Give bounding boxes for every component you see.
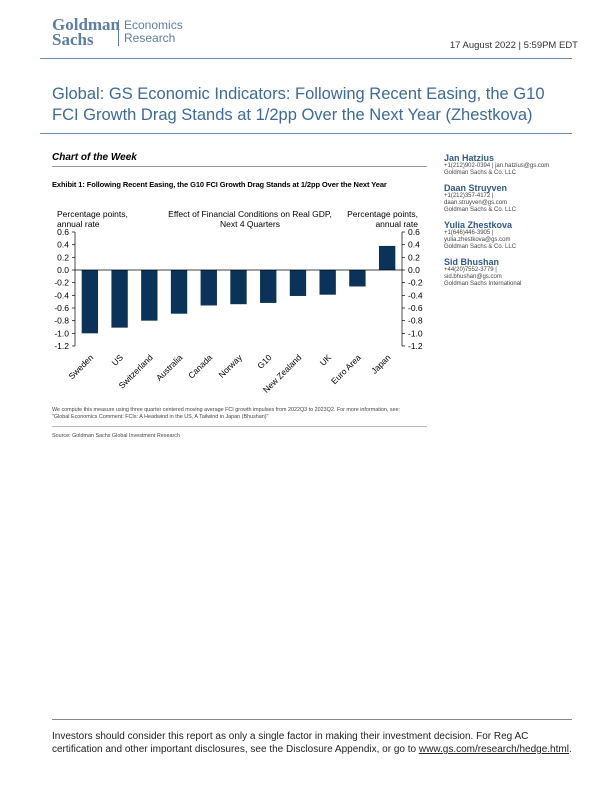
author-contact: Goldman Sachs & Co. LLC xyxy=(444,244,517,250)
right-axis-label-line1: Percentage points, xyxy=(347,209,418,219)
header-divider xyxy=(40,58,572,59)
author-contact: sid.bhushan@gs.com xyxy=(444,274,502,280)
author-name: Jan Hatzius xyxy=(444,153,495,163)
author-1: Daan Struyven +1(212)357-4172 | daan.struy… xyxy=(444,183,604,214)
right-tick-label: -0.8 xyxy=(408,316,423,326)
right-tick-label: -0.2 xyxy=(408,278,423,288)
author-2: Yulia Zhestkova +1(646)446-3905 | yulia.zh… xyxy=(444,220,604,251)
author-contact: +1(646)446-3905 | xyxy=(444,230,494,236)
category-label: UK xyxy=(318,352,334,368)
right-tick-label: 0.0 xyxy=(408,265,420,275)
left-tick-label: 0.6 xyxy=(57,227,69,237)
left-tick-label: -0.8 xyxy=(54,316,69,326)
author-contact: +44(20)7552-3779 | xyxy=(444,267,497,273)
chart-title-line1: Effect of Financial Conditions on Real G… xyxy=(168,209,332,219)
category-label: Australia xyxy=(154,352,185,383)
title-divider xyxy=(40,133,572,134)
author-contact: +1(212)902-0394 | jan.hatzius@gs.com xyxy=(444,163,550,169)
bar-new-zealand xyxy=(289,270,307,296)
bar-switzerland xyxy=(141,270,158,321)
author-contact: daan.struyven@gs.com xyxy=(444,200,508,206)
author-contact: Goldman Sachs & Co. LLC xyxy=(444,170,517,176)
right-tick-label: 0.2 xyxy=(408,252,420,262)
chart-title-line2: Next 4 Quarters xyxy=(220,219,280,229)
right-tick-label: -0.6 xyxy=(408,303,423,313)
gs-logo: Goldman Sachs xyxy=(52,15,121,49)
right-tick-label: -1.0 xyxy=(408,328,423,338)
author-contact: yulia.zhestkova@gs.com xyxy=(444,237,511,243)
author-contact: +1(212)357-4172 | xyxy=(444,193,494,199)
category-label: Euro Area xyxy=(329,352,363,386)
section-heading: Chart of the Week xyxy=(52,152,137,163)
author-contact: Goldman Sachs & Co. LLC xyxy=(444,207,517,213)
footnote: We compute this measure using three quar… xyxy=(52,407,401,420)
bar-euro-area xyxy=(349,270,366,287)
right-tick-label: -1.2 xyxy=(408,341,423,351)
source-note: Source: Goldman Sachs Global Investment … xyxy=(52,433,180,439)
bar-g10 xyxy=(260,270,277,303)
economics-research-label: Economics Research xyxy=(124,18,183,45)
right-tick-label: 0.6 xyxy=(408,227,420,237)
right-axis-label-line2: annual rate xyxy=(375,219,418,229)
left-tick-label: -0.2 xyxy=(54,278,69,288)
author-0: Jan Hatzius +1(212)902-0394 | jan.hatzius… xyxy=(444,153,604,177)
bar-sweden xyxy=(81,270,99,334)
left-tick-label: -1.2 xyxy=(54,341,69,351)
bar-australia xyxy=(170,270,188,314)
left-tick-label: -0.6 xyxy=(54,303,69,313)
disclaimer-divider xyxy=(52,719,572,720)
author-name: Yulia Zhestkova xyxy=(444,220,513,230)
disclosure-link[interactable]: www.gs.com/research/hedge.html xyxy=(418,744,569,755)
author-contact: Goldman Sachs International xyxy=(444,281,522,287)
left-axis-label-line2: annual rate xyxy=(57,219,100,229)
left-tick-label: -0.4 xyxy=(54,290,69,300)
authors-list: Jan Hatzius +1(212)902-0394 | jan.hatzius… xyxy=(444,153,604,294)
right-tick-label: 0.4 xyxy=(408,240,420,250)
category-label: Norway xyxy=(216,352,244,380)
category-label: G10 xyxy=(255,352,274,371)
category-label: Canada xyxy=(186,352,214,380)
left-tick-label: -1.0 xyxy=(54,328,69,338)
bar-japan xyxy=(378,245,396,270)
category-label: US xyxy=(110,352,126,368)
author-name: Sid Bhushan xyxy=(444,257,500,267)
right-tick-label: -0.4 xyxy=(408,290,423,300)
bar-uk xyxy=(319,270,336,295)
left-tick-label: 0.2 xyxy=(57,252,69,262)
category-label: Sweden xyxy=(66,352,95,381)
report-date: 17 August 2022 | 5:59PM EDT xyxy=(449,40,578,51)
bar-norway xyxy=(230,270,247,305)
exhibit-title: Exhibit 1: Following Recent Easing, the … xyxy=(52,180,387,189)
left-tick-label: 0.4 xyxy=(57,240,69,250)
category-label: Japan xyxy=(369,352,393,376)
bar-us xyxy=(111,270,128,328)
footnote-divider xyxy=(52,426,427,427)
author-name: Daan Struyven xyxy=(444,183,508,193)
disclaimer: Investors should consider this report as… xyxy=(52,731,572,755)
report-title: Global: GS Economic Indicators: Followin… xyxy=(52,85,545,124)
logo-divider xyxy=(118,20,119,46)
bar-canada xyxy=(200,270,217,306)
left-tick-label: 0.0 xyxy=(57,265,69,275)
bar-chart: Percentage points, annual rate Effect of… xyxy=(54,209,423,395)
section-divider xyxy=(52,166,427,167)
author-3: Sid Bhushan +44(20)7552-3779 | sid.bhushan… xyxy=(444,257,604,288)
left-axis-label-line1: Percentage points, xyxy=(57,209,128,219)
